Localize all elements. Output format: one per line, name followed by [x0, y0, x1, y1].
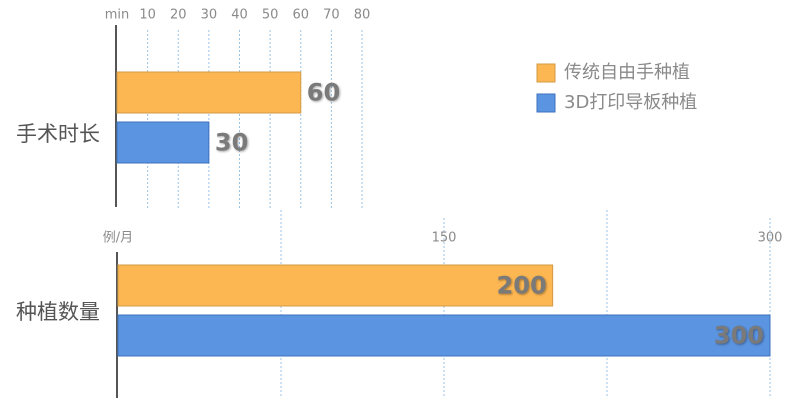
x-tick-label: 50 [262, 8, 279, 23]
value-label: 300 [714, 322, 764, 350]
x-axis-label: min [105, 8, 130, 23]
bar [116, 121, 210, 164]
x-tick-label: 60 [292, 8, 309, 23]
value-label: 30 [215, 129, 248, 157]
x-tick-label: 80 [354, 8, 371, 23]
legend-label: 传统自由手种植 [564, 62, 690, 83]
bar [117, 264, 554, 307]
x-tick-label: 150 [432, 231, 457, 246]
x-tick-label: 20 [170, 8, 187, 23]
x-axis-label: 例/月 [103, 231, 133, 246]
legend-swatch [536, 93, 556, 113]
x-tick-label: 70 [323, 8, 340, 23]
category-label: 种植数量 [16, 300, 100, 324]
bar [116, 71, 302, 114]
legend-label: 3D打印导板种植 [564, 92, 697, 113]
category-label: 手术时长 [16, 122, 100, 146]
x-tick-label: 10 [139, 8, 156, 23]
value-label: 200 [497, 272, 547, 300]
value-label: 60 [307, 79, 340, 107]
bar [117, 314, 771, 357]
legend-swatch [536, 63, 556, 83]
x-tick-label: 40 [231, 8, 248, 23]
x-tick-label: 300 [758, 231, 783, 246]
x-tick-label: 30 [201, 8, 218, 23]
